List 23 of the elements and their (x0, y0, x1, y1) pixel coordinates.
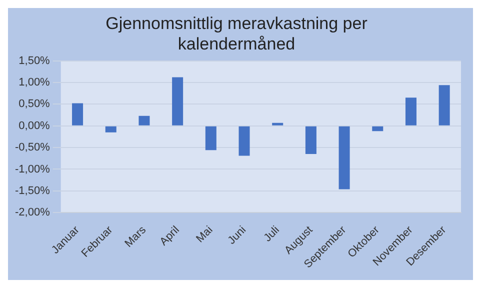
bar (305, 126, 316, 154)
y-tick-label: -0,50% (14, 142, 50, 154)
bar (105, 126, 116, 132)
bar (138, 116, 150, 126)
bar (272, 122, 284, 126)
chart-title: Gjennomsnittlig meravkastning per kalendermåned (106, 14, 368, 54)
y-tick-label: -1,50% (14, 184, 50, 197)
bar (405, 98, 416, 126)
y-tick-label: 1,50% (18, 54, 50, 67)
y-tick-label: 0,50% (18, 98, 50, 110)
bar (338, 126, 350, 190)
bar (205, 126, 216, 150)
bar (238, 126, 250, 156)
y-tick-label: -2,00% (14, 206, 50, 219)
x-tick-label: Mai (194, 224, 216, 246)
bar (172, 77, 184, 126)
y-tick-label: 1,00% (18, 76, 50, 89)
y-tick-label: -1,00% (14, 163, 50, 176)
x-tick-label: Juli (262, 224, 282, 244)
y-tick-label: 0,00% (18, 120, 50, 132)
bar (438, 85, 450, 126)
bar (372, 126, 384, 132)
bar (72, 103, 84, 126)
